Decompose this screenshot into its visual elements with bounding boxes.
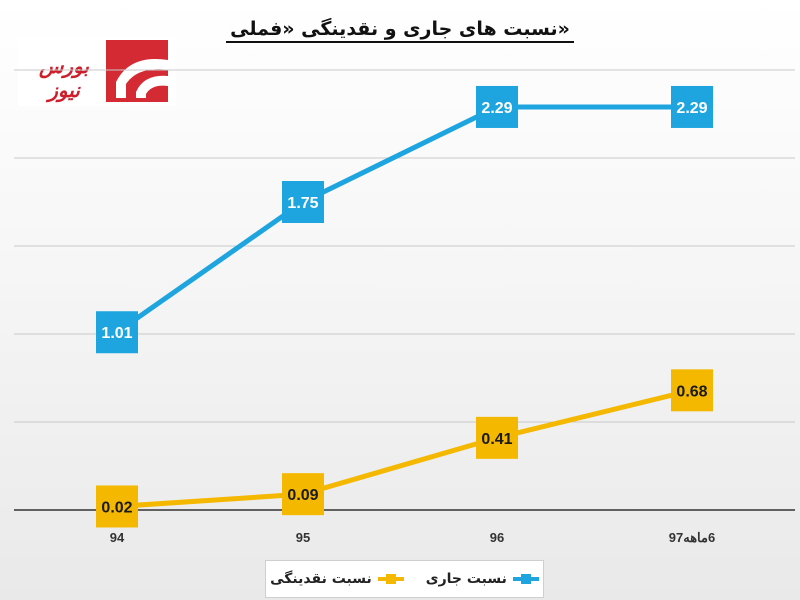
data-point-marker xyxy=(476,416,518,459)
x-tick-label: 96 xyxy=(490,530,504,545)
data-point-marker xyxy=(282,181,324,223)
legend-item-current-ratio: نسبت جاری xyxy=(426,571,539,587)
data-label: 0.09 xyxy=(287,487,318,504)
logo-text: بورس نیوز xyxy=(39,54,89,102)
data-label: 0.68 xyxy=(676,383,707,400)
legend-label-liquidity-ratio: نسبت نقدینگی xyxy=(270,571,372,587)
data-markers: 1.01 1.75 2.29 2.29 0.02 0.09 0.41 0.68 xyxy=(96,85,713,528)
legend-label-current-ratio: نسبت جاری xyxy=(425,571,507,587)
x-tick-label: 6ماهه97 xyxy=(669,530,715,545)
bourse-news-logo: بورس نیوز xyxy=(18,36,176,106)
data-point-marker xyxy=(282,473,324,516)
legend-item-liquidity-ratio: نسبت نقدینگی xyxy=(270,571,404,587)
data-label: 2.29 xyxy=(481,100,512,117)
data-label: 1.75 xyxy=(287,195,318,212)
legend: نسبت جاری نسبت نقدینگی xyxy=(265,560,544,598)
series-lines xyxy=(115,104,693,509)
x-tick-label: 95 xyxy=(296,530,310,545)
chart-title-text: نسبت های جاری و نقدینگی «فملی» xyxy=(226,18,574,43)
legend-swatch-liquidity-ratio xyxy=(377,574,404,584)
data-point-marker xyxy=(96,311,138,354)
gridlines xyxy=(14,69,795,511)
data-label: 2.29 xyxy=(676,100,707,117)
chart-title: نسبت های جاری و نقدینگی «فملی» xyxy=(0,18,800,43)
data-label: 0.02 xyxy=(101,499,132,516)
series-line xyxy=(116,387,693,509)
data-label: 1.01 xyxy=(101,325,132,342)
series-line xyxy=(115,104,692,335)
logo-mark-icon xyxy=(106,40,168,102)
data-point-marker xyxy=(476,85,518,128)
data-label: 0.41 xyxy=(481,431,512,448)
data-point-marker xyxy=(671,85,713,128)
data-point-marker xyxy=(671,369,713,412)
x-axis-ticks: 94 95 96 6ماهه97 xyxy=(110,530,715,545)
x-tick-label: 94 xyxy=(110,530,125,545)
data-point-marker xyxy=(96,485,138,528)
legend-swatch-current-ratio xyxy=(512,574,539,584)
